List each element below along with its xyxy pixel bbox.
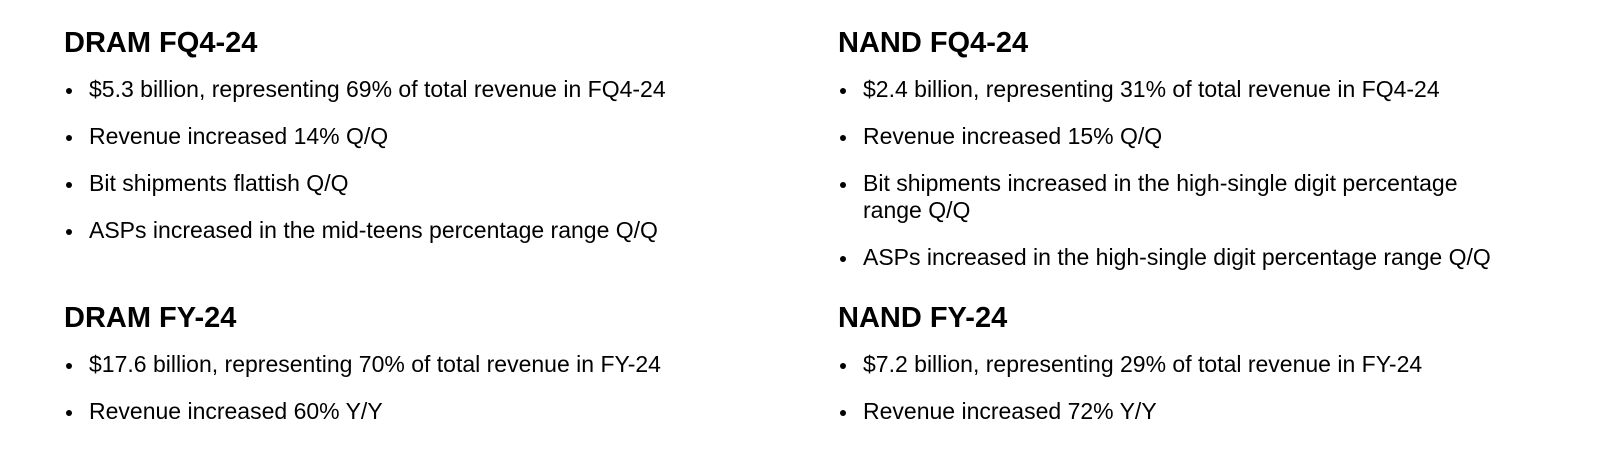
bullet-text: ASPs increased in the mid-teens percenta… (89, 217, 658, 243)
bullet-list: $2.4 billion, representing 31% of total … (838, 76, 1538, 271)
list-item: ASPs increased in the high-single digit … (838, 244, 1538, 271)
bullet-text: $2.4 billion, representing 31% of total … (863, 76, 1440, 102)
bullet-list: $7.2 billion, representing 29% of total … (838, 351, 1538, 425)
bullet-text: Revenue increased 14% Q/Q (89, 123, 389, 149)
list-item: $7.2 billion, representing 29% of total … (838, 351, 1538, 378)
bullet-icon (840, 88, 846, 94)
bullet-icon (840, 363, 846, 369)
list-item: $5.3 billion, representing 69% of total … (64, 76, 764, 103)
section-heading: DRAM FY-24 (64, 302, 237, 334)
bullet-icon (66, 363, 72, 369)
bullet-icon (840, 410, 846, 416)
list-item: $2.4 billion, representing 31% of total … (838, 76, 1538, 103)
dram-fy24-section: DRAM FY-24 $17.6 billion, representing 7… (64, 301, 764, 425)
bullet-icon (66, 229, 72, 235)
bullet-icon (840, 182, 846, 188)
list-item: Revenue increased 14% Q/Q (64, 123, 764, 150)
bullet-icon (66, 182, 72, 188)
bullet-text: Revenue increased 15% Q/Q (863, 123, 1163, 149)
list-item: $17.6 billion, representing 70% of total… (64, 351, 764, 378)
list-item: Bit shipments increased in the high-sing… (838, 170, 1503, 224)
list-item: Revenue increased 72% Y/Y (838, 398, 1538, 425)
bullet-text: $17.6 billion, representing 70% of total… (89, 351, 661, 377)
bullet-text: Revenue increased 60% Y/Y (89, 398, 383, 424)
bullet-icon (66, 88, 72, 94)
section-heading: NAND FY-24 (838, 302, 1008, 334)
list-item: ASPs increased in the mid-teens percenta… (64, 217, 764, 244)
bullet-text: Revenue increased 72% Y/Y (863, 398, 1157, 424)
bullet-text: Bit shipments flattish Q/Q (89, 170, 349, 196)
section-heading: NAND FQ4-24 (838, 27, 1029, 59)
list-item: Revenue increased 15% Q/Q (838, 123, 1538, 150)
bullet-text: $7.2 billion, representing 29% of total … (863, 351, 1423, 377)
bullet-icon (66, 410, 72, 416)
dram-fq4-section: DRAM FQ4-24 $5.3 billion, representing 6… (64, 26, 764, 244)
bullet-icon (840, 256, 846, 262)
section-heading: DRAM FQ4-24 (64, 27, 258, 59)
list-item: Revenue increased 60% Y/Y (64, 398, 764, 425)
bullet-icon (840, 135, 846, 141)
bullet-text: Bit shipments increased in the high-sing… (863, 170, 1458, 223)
bullet-list: $5.3 billion, representing 69% of total … (64, 76, 764, 244)
nand-fy24-section: NAND FY-24 $7.2 billion, representing 29… (838, 301, 1538, 425)
bullet-icon (66, 135, 72, 141)
bullet-list: $17.6 billion, representing 70% of total… (64, 351, 764, 425)
nand-fq4-section: NAND FQ4-24 $2.4 billion, representing 3… (838, 26, 1538, 271)
bullet-text: $5.3 billion, representing 69% of total … (89, 76, 666, 102)
list-item: Bit shipments flattish Q/Q (64, 170, 764, 197)
bullet-text: ASPs increased in the high-single digit … (863, 244, 1491, 270)
